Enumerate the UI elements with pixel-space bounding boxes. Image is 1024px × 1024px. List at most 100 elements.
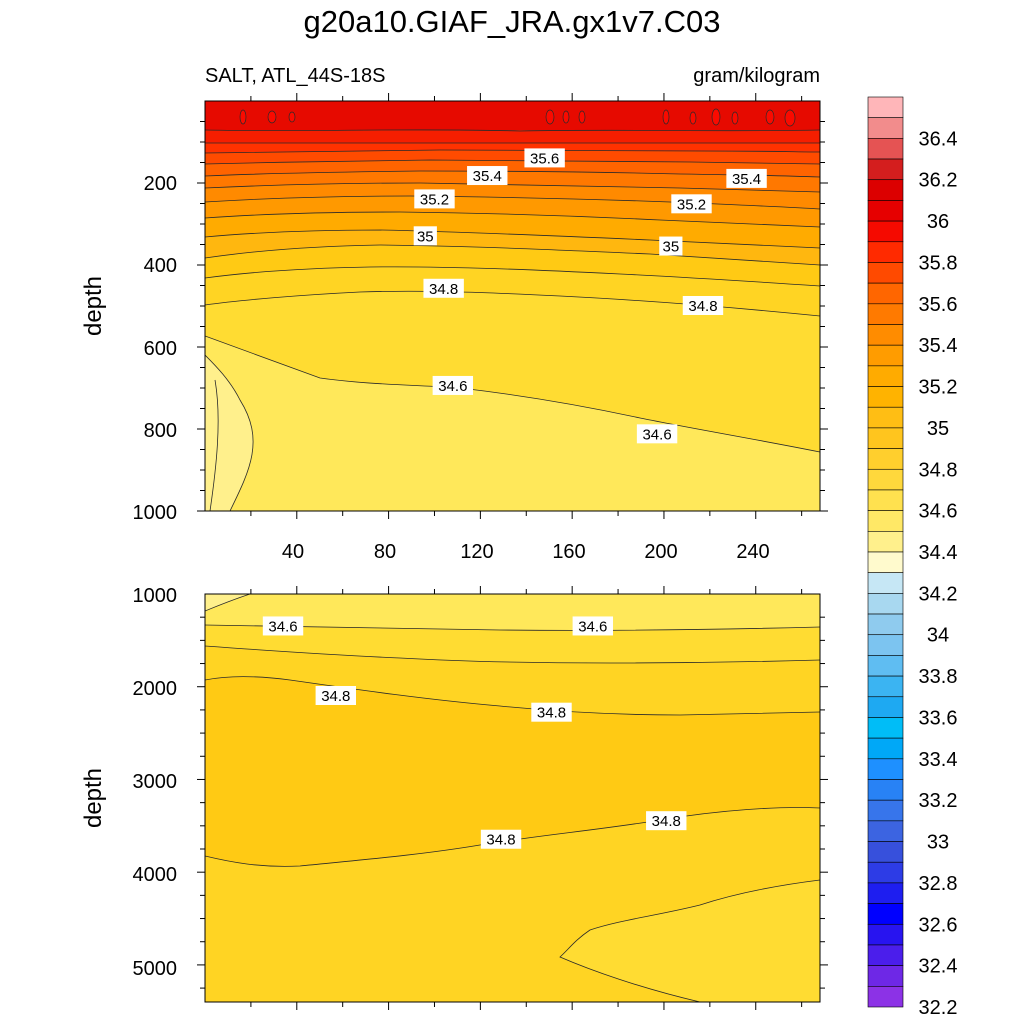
- contour-label-box: [671, 194, 712, 214]
- colorbar-swatch: [867, 655, 904, 677]
- colorbar-swatch: [867, 448, 904, 470]
- x-tick-label: 240: [736, 541, 769, 563]
- colorbar-label: 35.4: [919, 335, 958, 357]
- colorbar-swatch: [867, 799, 904, 822]
- upper-contour-labels: 35.6 35.4 35.4 35.2 35.2 35 35 34.8 34.8 34.6 34.6: [413, 148, 767, 444]
- chart-title: g20a10.GIAF_JRA.gx1v7.C03: [303, 4, 721, 39]
- colorbar-swatch: [867, 675, 904, 698]
- colorbar-swatch: [867, 593, 904, 615]
- lower-y-axis-title: depth: [80, 768, 107, 828]
- contour-354: [205, 266, 820, 287]
- contour-label-box: [467, 166, 508, 186]
- y-tick-label: 4000: [133, 864, 178, 886]
- eddy: [765, 109, 775, 125]
- contour-label-box: [432, 375, 474, 395]
- eddy: [784, 109, 796, 127]
- upper-y-tick-labels: 200 400 600 800 1000: [133, 173, 178, 524]
- colorbar-label: 35: [927, 418, 949, 440]
- contour-label-box: [572, 616, 614, 636]
- contour-358: [205, 229, 820, 249]
- tick-marks: [197, 93, 828, 1010]
- eddy: [545, 109, 555, 125]
- colorbar-swatch: [867, 386, 904, 408]
- colorbar-labels: 36.4 36.2 36 35.8 35.6 35.4 35.2 35 34.8 34.6 34.4…: [919, 128, 958, 1019]
- y-tick-label: 1000: [133, 585, 178, 607]
- colorbar-swatch: [867, 138, 904, 160]
- colorbar-label: 35.6: [919, 294, 958, 316]
- contour-label: 35: [417, 228, 434, 245]
- contour-352-lower: [205, 676, 820, 716]
- colorbar-swatch: [867, 737, 904, 760]
- colorbar-swatch: [867, 200, 904, 222]
- colorbar-swatch: [867, 613, 904, 636]
- eddy: [578, 110, 586, 124]
- fill-346-lower: [205, 594, 250, 611]
- colorbar-swatch: [867, 220, 904, 243]
- contour-label: 35.6: [530, 150, 559, 167]
- colorbar-swatch: [867, 882, 904, 904]
- fill-348-lower: [205, 594, 820, 631]
- y-tick-label: 5000: [133, 958, 178, 980]
- eddy: [662, 109, 670, 125]
- lower-contour-labels: 34.6 34.6 34.8 34.8 34.8 34.8: [262, 616, 687, 849]
- x-tick-label: 80: [374, 541, 396, 563]
- colorbar-label: 36: [927, 211, 949, 233]
- colorbar-swatch: [867, 696, 904, 718]
- colorbar-swatch: [867, 282, 904, 305]
- colorbar-swatch: [867, 551, 904, 573]
- eddy: [689, 111, 697, 125]
- colorbar-label: 34: [927, 625, 949, 647]
- colorbar-swatch: [867, 903, 904, 925]
- lower-panel: [205, 594, 820, 1002]
- contour-label-box: [531, 702, 572, 722]
- contour-label: 34.8: [537, 705, 566, 722]
- contour-348: [205, 354, 254, 511]
- colorbar-swatch: [867, 531, 904, 553]
- colorbar-swatch: [867, 944, 904, 966]
- colorbar-swatch: [867, 468, 904, 491]
- fill-350-deep: [560, 880, 820, 1002]
- colorbar-label: 33.2: [919, 790, 958, 812]
- colorbar: [867, 96, 904, 1008]
- colorbar-label: 32.6: [919, 914, 958, 936]
- contour-label: 34.8: [429, 281, 458, 298]
- colorbar-swatch: [867, 861, 904, 884]
- colorbar-swatch: [867, 717, 904, 739]
- x-tick-label: 160: [552, 541, 585, 563]
- contour-label-box: [682, 296, 724, 315]
- contour-label: 34.6: [578, 618, 607, 635]
- colorbar-swatch: [867, 923, 904, 946]
- contour-350-lower: [205, 645, 820, 664]
- colorbar-label: 32.2: [919, 997, 958, 1019]
- y-tick-label: 3000: [133, 771, 178, 793]
- contour-374: [205, 129, 820, 132]
- contour-label: 35.4: [473, 168, 502, 185]
- fill-374: [205, 101, 820, 130]
- colorbar-swatch: [867, 117, 904, 139]
- contour-label: 35.2: [420, 191, 449, 208]
- contour-label: 35.4: [732, 171, 761, 188]
- colorbar-swatch: [867, 986, 904, 1008]
- contour-label-box: [659, 236, 683, 256]
- eddy: [711, 108, 721, 126]
- colorbar-swatch: [867, 96, 904, 118]
- contour-label: 34.6: [268, 618, 297, 635]
- colorbar-swatch: [867, 758, 904, 780]
- colorbar-swatch: [867, 820, 904, 842]
- upper-panel: [205, 101, 820, 511]
- y-tick-label: 1000: [133, 502, 178, 524]
- colorbar-label: 33: [927, 832, 949, 854]
- eddy: [239, 109, 247, 125]
- colorbar-label: 33.6: [919, 707, 958, 729]
- y-tick-label: 800: [144, 420, 177, 442]
- contour-350-deep: [559, 879, 820, 1002]
- colorbar-label: 35.2: [919, 377, 958, 399]
- eddy: [267, 110, 277, 124]
- lower-frame: [204, 593, 821, 1003]
- colorbar-swatch: [867, 179, 904, 201]
- colorbar-swatch: [867, 365, 904, 387]
- colorbar-swatch: [867, 634, 904, 656]
- contour-label: 34.8: [486, 832, 515, 849]
- y-tick-label: 400: [144, 255, 177, 277]
